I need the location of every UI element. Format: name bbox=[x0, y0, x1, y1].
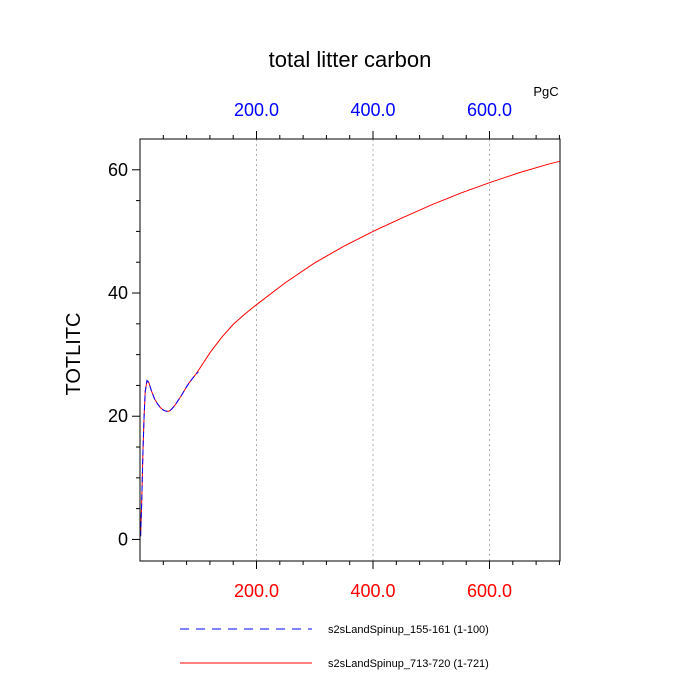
legend-label: s2sLandSpinup_155-161 (1-100) bbox=[328, 624, 489, 636]
x-tick-label-bottom: 200.0 bbox=[234, 581, 279, 601]
y-tick-label: 60 bbox=[108, 160, 128, 180]
plot-frame bbox=[139, 138, 561, 562]
axis-ticks bbox=[132, 131, 560, 569]
x-tick-label-top: 400.0 bbox=[350, 100, 395, 120]
y-tick-label: 40 bbox=[108, 283, 128, 303]
legend-label: s2sLandSpinup_713-720 (1-721) bbox=[328, 658, 489, 670]
series-line-dashed bbox=[140, 371, 199, 537]
y-tick-label: 0 bbox=[118, 529, 128, 549]
x-tick-label-top: 600.0 bbox=[467, 100, 512, 120]
units-label: PgC bbox=[533, 84, 558, 99]
tick-labels: 200.0 200.0 400.0 400.0 600.0 600.0 0 20 40 60 bbox=[108, 100, 512, 601]
chart-title: total litter carbon bbox=[269, 47, 432, 72]
x-tick-label-top: 200.0 bbox=[234, 100, 279, 120]
x-tick-label-bottom: 400.0 bbox=[350, 581, 395, 601]
y-tick-label: 20 bbox=[108, 406, 128, 426]
x-tick-label-bottom: 600.0 bbox=[467, 581, 512, 601]
series-line-solid bbox=[140, 160, 561, 537]
legend: s2sLandSpinup_155-161 (1-100) s2sLandSpin… bbox=[180, 624, 489, 670]
series-lines bbox=[140, 160, 561, 537]
grid-lines bbox=[256, 139, 491, 561]
y-axis-label: TOTLITC bbox=[63, 313, 85, 396]
